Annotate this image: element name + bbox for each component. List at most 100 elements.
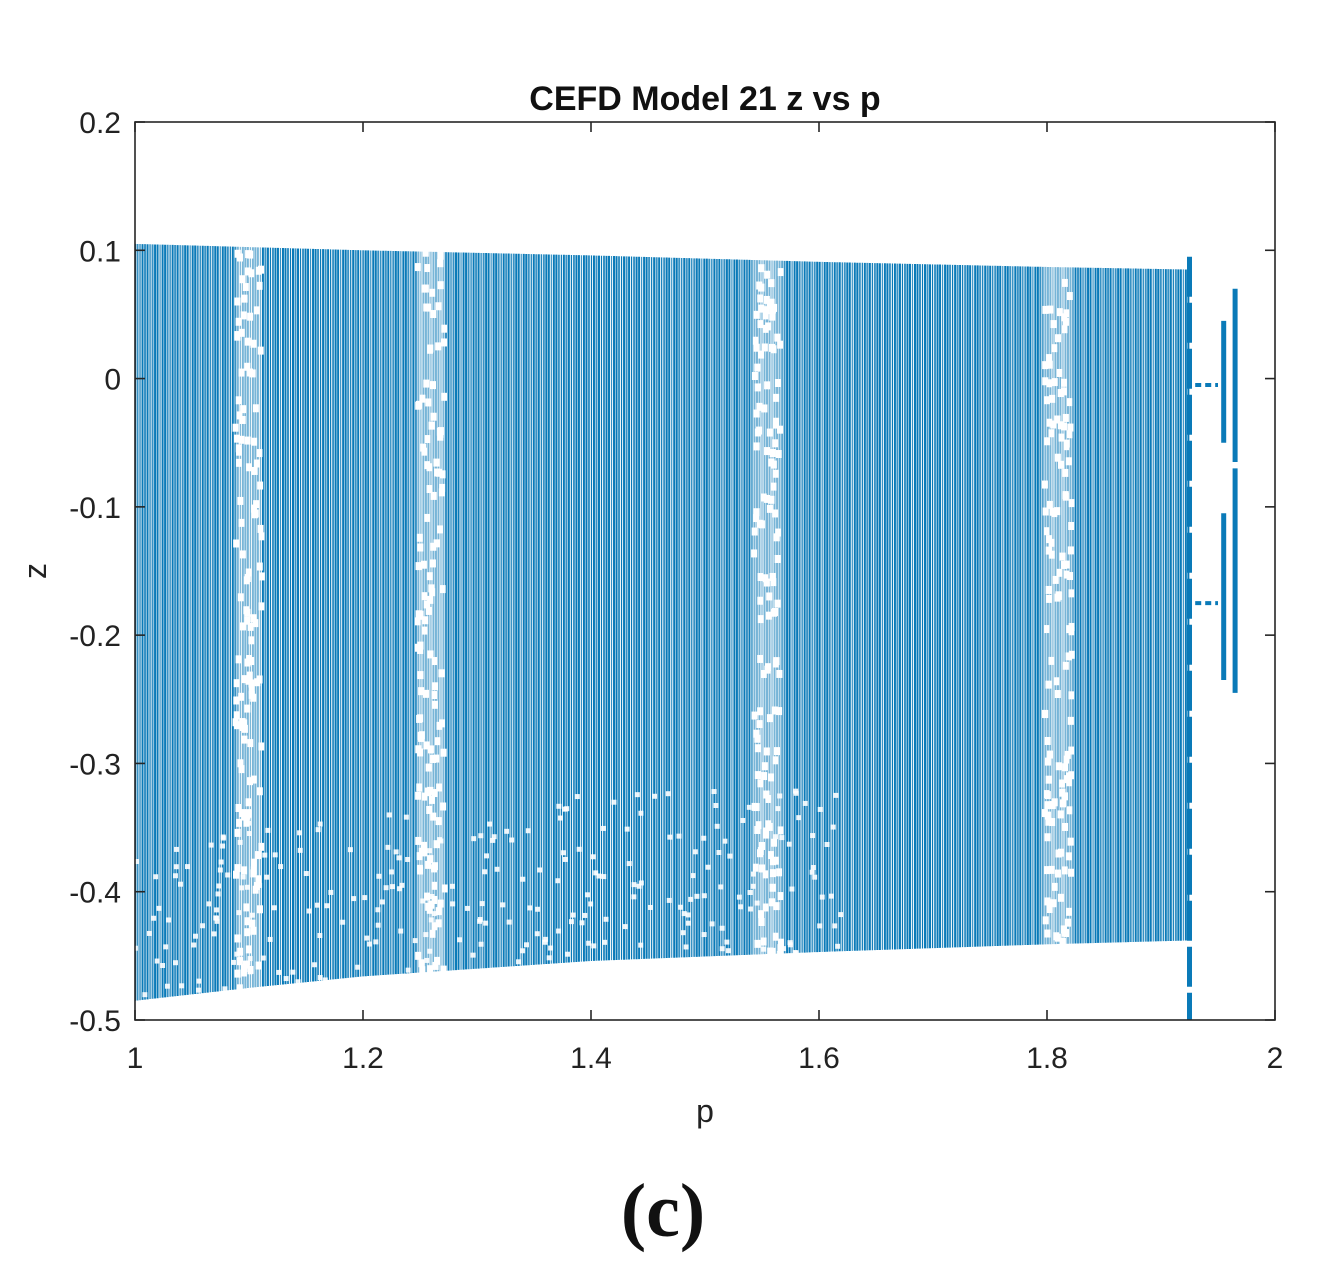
y-tick-label: -0.4 [69,877,121,910]
window-gap [1067,572,1074,581]
window-gap [1043,527,1050,536]
lower-gap [787,942,793,948]
window-gap [766,504,773,513]
window-gap [238,368,245,377]
window-gap [240,405,247,414]
lower-gap [833,792,839,798]
window-gap [1042,377,1049,386]
lower-gap [777,793,783,799]
window-gap [1051,882,1058,891]
window-gap [252,619,259,628]
window-gap [417,543,424,552]
window-gap [440,802,447,811]
lower-gap [405,856,411,862]
window-gap [434,737,441,746]
lower-gap [398,928,404,934]
window-gap [239,550,246,559]
lower-gap [375,922,381,928]
window-gap [1054,453,1061,462]
lower-gap [685,912,691,918]
window-gap [244,362,251,371]
lower-gap [295,979,301,985]
lower-gap [390,884,396,890]
window-gap [1068,622,1075,631]
window-gap [421,792,428,801]
window-gap [1068,627,1075,636]
window-gap [765,794,772,803]
lower-gap [665,791,671,797]
window-gap [436,783,443,792]
window-gap [776,868,783,877]
window-gap [417,645,424,654]
window-gap [771,608,778,617]
window-gap [433,458,440,467]
lower-gap [694,893,700,899]
lower-gap [561,850,567,856]
window-gap [764,494,771,503]
window-gap [1068,589,1075,598]
lower-gap [396,855,402,861]
window-gap [247,777,254,786]
window-gap [423,303,430,312]
window-gap [253,882,260,891]
window-gap [757,779,764,788]
window-gap [1041,809,1048,818]
window-gap [1051,378,1058,387]
window-gap [754,771,761,780]
lower-gap [718,884,724,890]
lower-gap [676,833,682,839]
window-gap [245,945,252,954]
window-gap [251,437,258,446]
window-gap [770,482,777,491]
window-gap [244,616,251,625]
lower-gap [479,901,485,907]
window-gap [232,423,239,432]
window-gap [751,527,758,536]
lower-gap [239,885,245,891]
window-gap [233,711,240,720]
lower-gap [214,915,220,921]
lower-gap [355,964,361,970]
window-gap [426,572,433,581]
lower-gap [678,904,684,910]
window-gap [255,961,262,970]
lower-gap [364,935,370,941]
window-gap [762,574,769,583]
lower-gap [574,794,580,800]
lower-gap [477,918,483,924]
window-gap [420,841,427,850]
lower-gap [328,889,334,895]
lower-gap [379,899,385,905]
window-gap [237,759,244,768]
window-gap [417,714,424,723]
window-gap [433,539,440,548]
lower-gap [565,951,571,957]
window-gap [238,328,245,337]
window-gap [753,508,760,517]
x-axis-label: p [696,1093,714,1129]
lower-gap [603,916,609,922]
lower-gap [237,839,243,845]
window-gap [415,791,422,800]
lower-gap [666,897,672,903]
window-gap [1067,423,1074,432]
window-gap [757,294,764,303]
window-gap [1062,468,1069,477]
window-gap [432,862,439,871]
lower-gap [322,977,328,983]
window-gap [771,706,778,715]
window-gap [1044,897,1051,906]
window-gap [1054,869,1061,878]
window-gap [430,310,437,319]
lower-gap [491,834,497,840]
window-gap [1050,420,1057,429]
window-gap [237,496,244,505]
window-gap [773,902,780,911]
lower-gap [624,826,630,832]
window-gap [256,281,263,290]
lower-gap [283,976,289,982]
lower-gap [722,838,728,844]
window-gap [754,734,761,743]
lower-gap [438,838,444,844]
window-gap [1066,430,1073,439]
